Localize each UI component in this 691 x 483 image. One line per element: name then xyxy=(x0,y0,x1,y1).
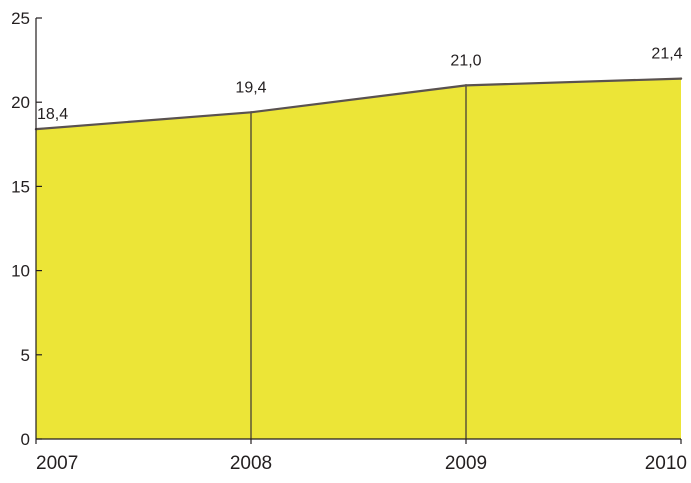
data-point-2009 xyxy=(464,84,468,87)
data-point-2010 xyxy=(679,77,683,80)
data-labels: 18,4 19,4 21,0 21,4 xyxy=(37,46,683,124)
y-tick-label-0: 0 xyxy=(21,430,30,449)
x-tick-label-2007: 2007 xyxy=(36,453,78,474)
y-axis: 0 5 10 15 20 25 xyxy=(11,9,42,449)
data-label-2007: 18,4 xyxy=(37,106,68,123)
y-tick-label-25: 25 xyxy=(11,9,30,28)
area-fill xyxy=(36,78,681,440)
data-point-2008 xyxy=(249,111,253,114)
x-axis: 2007 2008 2009 2010 xyxy=(35,438,687,474)
data-label-2010: 21,4 xyxy=(651,46,682,63)
y-tick-label-15: 15 xyxy=(11,177,30,196)
x-tick-label-2008: 2008 xyxy=(230,453,272,474)
y-tick-label-20: 20 xyxy=(11,93,30,112)
x-tick-label-2009: 2009 xyxy=(445,453,487,474)
y-tick-label-5: 5 xyxy=(21,346,30,365)
plot-area xyxy=(34,77,683,440)
data-label-2009: 21,0 xyxy=(450,52,481,69)
series-line xyxy=(35,77,682,131)
x-tick-label-2010: 2010 xyxy=(645,453,687,474)
data-label-2008: 19,4 xyxy=(235,79,266,96)
y-tick-label-10: 10 xyxy=(11,262,30,281)
